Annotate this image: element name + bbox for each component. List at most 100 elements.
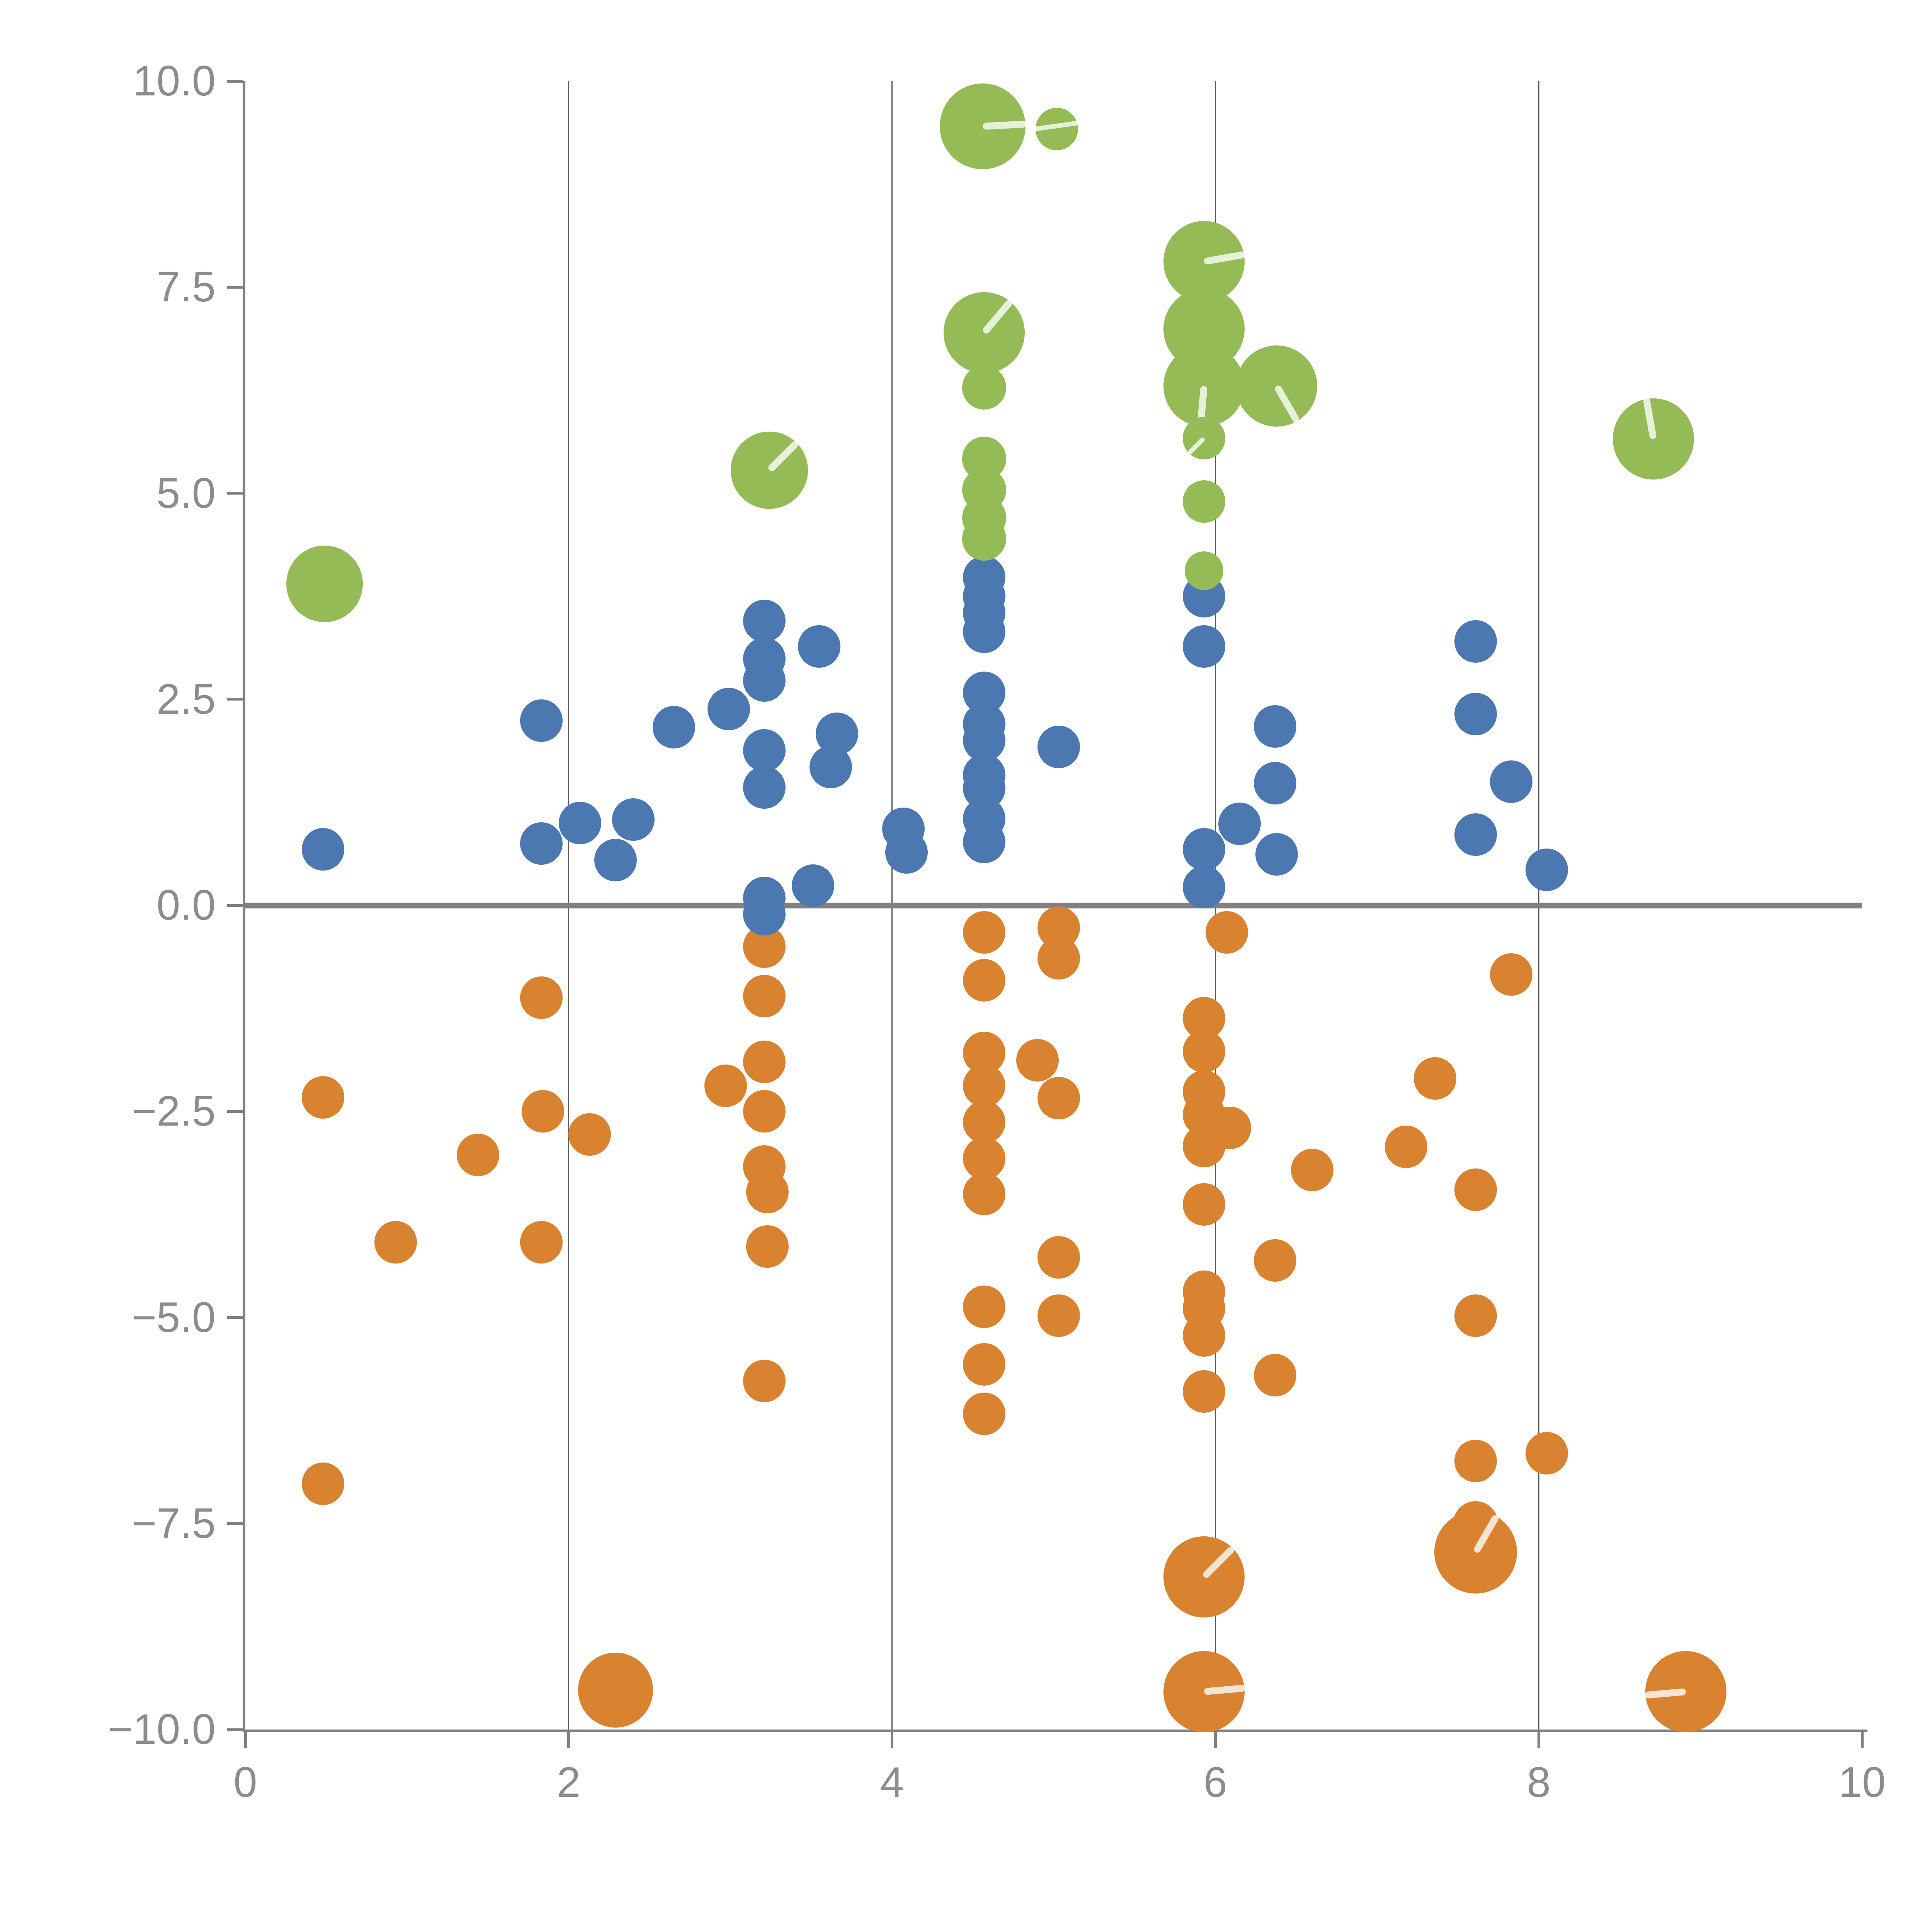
- x-tick-label-10: 10: [1838, 1759, 1886, 1806]
- orange-data-point: [520, 976, 563, 1019]
- orange-data-point: [963, 911, 1006, 954]
- blue-data-point: [520, 822, 563, 865]
- y-tick-label-−2.5: −2.5: [131, 1087, 216, 1135]
- orange-data-point: [963, 1065, 1006, 1107]
- orange-data-point: [1385, 1125, 1428, 1168]
- blue-data-point: [612, 798, 655, 841]
- blue-data-point: [791, 864, 834, 907]
- orange-data-point: [521, 1090, 564, 1133]
- x-axis-spine: [243, 1730, 1867, 1732]
- orange-data-point: [1183, 1183, 1226, 1226]
- orange-data-point: [1205, 911, 1248, 954]
- green-data-point: [1163, 345, 1245, 428]
- orange-data-point: [568, 1113, 611, 1156]
- y-tick-label-5.0: 5.0: [156, 469, 216, 517]
- orange-data-point: [1291, 1148, 1334, 1191]
- blue-data-point: [743, 766, 786, 809]
- blue-data-point: [1183, 828, 1226, 871]
- y-tick-10.0: [227, 80, 243, 83]
- orange-data-point: [963, 1137, 1006, 1180]
- orange-data-point: [1183, 1030, 1226, 1073]
- orange-data-point: [578, 1652, 653, 1728]
- marker-white-tick: [1644, 1688, 1686, 1699]
- orange-data-point: [1037, 1236, 1080, 1279]
- orange-data-point: [963, 1172, 1006, 1215]
- x-tick-label-4: 4: [880, 1759, 904, 1806]
- marker-white-tick: [1201, 1545, 1236, 1580]
- x-tick-label-2: 2: [557, 1759, 581, 1806]
- blue-data-point: [963, 820, 1006, 863]
- marker-white-tick: [1034, 120, 1079, 131]
- y-tick-−5.0: [227, 1316, 243, 1319]
- x-tick-6: [1214, 1732, 1217, 1748]
- marker-white-tick: [1187, 436, 1206, 455]
- y-tick-−2.5: [227, 1110, 243, 1113]
- marker-white-tick: [981, 298, 1014, 335]
- orange-data-point: [1454, 1294, 1497, 1337]
- orange-data-point: [1163, 1651, 1246, 1732]
- blue-data-point: [559, 801, 602, 844]
- orange-data-point: [1037, 1077, 1080, 1120]
- orange-data-point: [457, 1134, 500, 1177]
- y-tick-−10.0: [227, 1728, 243, 1731]
- marker-white-tick: [1204, 1684, 1246, 1695]
- marker-white-tick: [982, 121, 1027, 130]
- orange-data-point: [746, 1225, 789, 1268]
- y-tick-label-−10.0: −10.0: [108, 1706, 216, 1753]
- orange-data-point: [743, 1359, 786, 1402]
- blue-data-point: [963, 610, 1006, 653]
- orange-data-point: [963, 1343, 1006, 1386]
- y-tick-label-7.5: 7.5: [156, 263, 216, 311]
- x-tick-label-6: 6: [1203, 1759, 1227, 1806]
- orange-data-point: [1414, 1057, 1457, 1100]
- blue-data-point: [809, 745, 852, 788]
- x-tick-2: [567, 1732, 570, 1748]
- x-tick-4: [891, 1732, 894, 1748]
- y-tick-label-0.0: 0.0: [156, 881, 216, 929]
- blue-data-point: [1454, 813, 1497, 856]
- blue-data-point: [1454, 693, 1497, 736]
- y-tick-7.5: [227, 286, 243, 289]
- y-tick-−7.5: [227, 1522, 243, 1525]
- green-data-point: [1613, 397, 1694, 480]
- green-data-point: [286, 546, 363, 622]
- orange-data-point: [374, 1221, 417, 1264]
- blue-data-point: [743, 893, 786, 936]
- blue-data-point: [885, 831, 928, 874]
- orange-data-point: [1016, 1039, 1059, 1082]
- marker-white-tick: [1203, 251, 1246, 265]
- green-data-point: [1034, 107, 1079, 150]
- blue-data-point: [1183, 625, 1226, 668]
- orange-data-point: [1254, 1239, 1297, 1282]
- y-axis-spine: [243, 81, 245, 1732]
- orange-data-point: [301, 1463, 344, 1505]
- green-data-point: [962, 516, 1007, 561]
- green-data-point: [730, 431, 808, 509]
- orange-data-point: [963, 1285, 1006, 1328]
- orange-data-point: [1454, 1168, 1497, 1211]
- green-data-point: [1183, 480, 1226, 523]
- green-data-point: [1183, 417, 1226, 459]
- orange-data-point: [746, 1171, 789, 1214]
- blue-data-point: [1218, 802, 1261, 845]
- y-tick-0.0: [227, 904, 243, 907]
- marker-white-tick: [1643, 397, 1657, 440]
- marker-white-tick: [1473, 1514, 1500, 1554]
- orange-data-point: [963, 1393, 1006, 1435]
- blue-data-point: [1254, 705, 1297, 748]
- blue-data-point: [1254, 762, 1297, 805]
- orange-data-point: [743, 1090, 786, 1133]
- orange-data-point: [1434, 1511, 1517, 1594]
- orange-data-point: [1644, 1651, 1726, 1732]
- green-data-point: [1236, 345, 1318, 427]
- orange-data-point: [301, 1076, 344, 1119]
- y-tick-label-−5.0: −5.0: [131, 1293, 216, 1341]
- marker-white-tick: [1274, 384, 1301, 424]
- orange-data-point: [963, 1100, 1006, 1143]
- blue-data-point: [1255, 833, 1298, 876]
- blue-data-point: [743, 729, 786, 772]
- green-data-point: [939, 83, 1027, 170]
- orange-data-point: [1037, 937, 1080, 980]
